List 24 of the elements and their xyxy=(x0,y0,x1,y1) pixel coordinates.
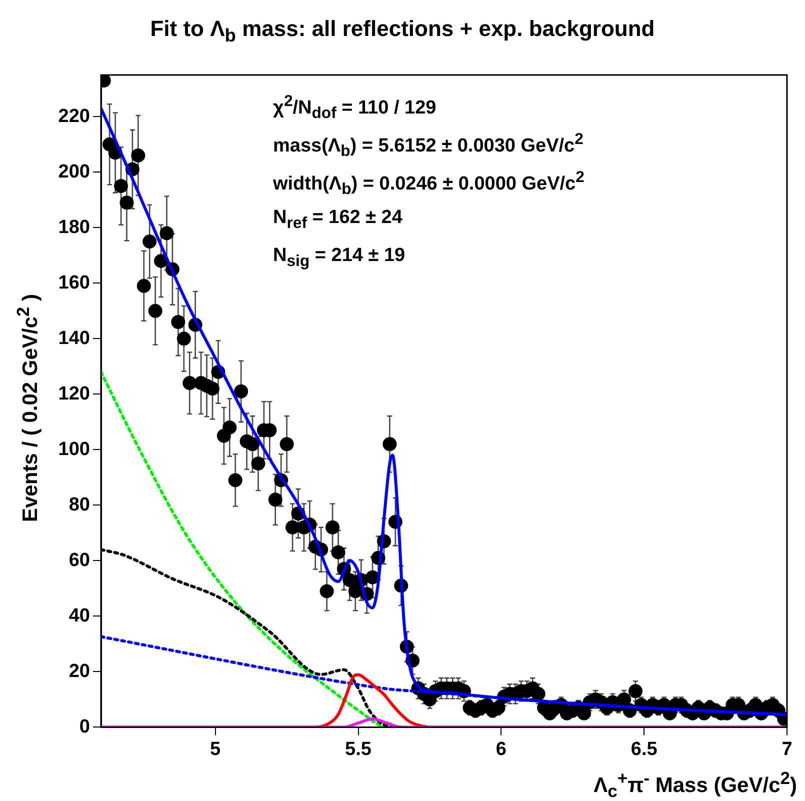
x-axis-title: Λ$_{c}$$^{+}$π$^{-}$ Mass (GeV/c$^{2}$) xyxy=(594,768,797,801)
annotation: mass(Λ$_{b}$) = 5.6152 ± 0.0030 GeV/c$^{2}$ xyxy=(273,131,584,162)
y-tick-label: 180 xyxy=(58,216,90,238)
annotation: width(Λ$_{b}$) = 0.0246 ± 0.0000 GeV/c$^{2}$ xyxy=(273,169,584,200)
annotation: χ$^{2}$/N$_{dof}$ = 110 / 129 xyxy=(273,93,436,124)
y-tick-label: 40 xyxy=(68,605,90,626)
annotation: N$_{ref}$ = 162 ± 24 xyxy=(273,207,402,233)
y-tick-label: 100 xyxy=(58,438,90,460)
x-tick-label: 6.5 xyxy=(630,738,658,760)
y-tick-label: 120 xyxy=(58,383,90,404)
x-tick-label: 5 xyxy=(210,738,222,760)
y-tick-label: 0 xyxy=(79,716,90,738)
y-tick-label: 220 xyxy=(58,106,90,127)
y-tick-label: 200 xyxy=(58,161,90,182)
y-tick-label: 160 xyxy=(58,272,90,294)
chart-title: Fit to Λ$_{b}$ mass: all reflections + exp. background xyxy=(149,16,656,46)
y-tick-label: 60 xyxy=(68,550,90,571)
x-tick-label: 7 xyxy=(782,738,792,760)
y-tick-label: 80 xyxy=(68,494,90,516)
y-tick-label: 20 xyxy=(68,660,90,682)
x-tick-label: 6 xyxy=(496,738,506,760)
y-tick-label: 140 xyxy=(58,328,90,349)
annotation: N$_{sig}$ = 214 ± 19 xyxy=(273,245,406,271)
x-tick-label: 5.5 xyxy=(345,738,372,760)
